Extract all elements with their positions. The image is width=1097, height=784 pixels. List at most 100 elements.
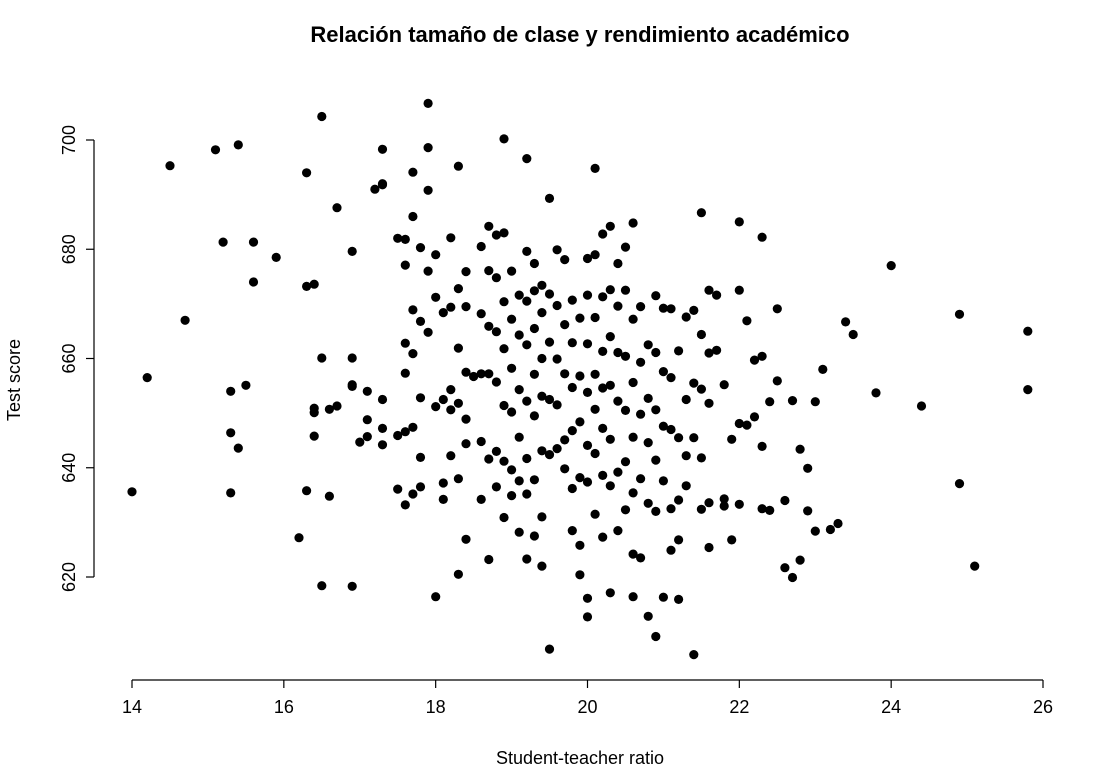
data-point [537,446,547,456]
data-point [529,475,540,485]
data-point [529,323,540,334]
data-point [446,233,456,243]
x-tick-label: 16 [274,697,294,717]
data-point [127,487,137,497]
y-tick-label: 700 [59,125,79,155]
data-point [734,217,744,227]
data-point [309,408,319,418]
data-point [408,305,418,315]
data-point [377,180,388,190]
data-point [294,533,304,543]
data-point [469,371,479,382]
data-point [499,400,509,411]
data-point [598,383,608,393]
data-point [491,377,501,387]
data-point [674,495,684,505]
data-point [742,420,752,430]
data-point [415,316,426,326]
data-point [507,465,517,475]
data-point [423,98,433,108]
data-point [651,347,661,358]
data-point [377,394,388,405]
data-point [529,411,540,421]
data-point [613,258,623,269]
data-point [552,444,562,454]
data-point [689,378,699,388]
data-point [438,478,448,488]
data-point [795,555,805,565]
data-point [393,484,403,494]
data-point [400,500,410,510]
data-point [514,476,524,486]
data-point [636,474,646,484]
data-point [332,401,342,411]
data-point [461,534,471,544]
data-point [302,168,312,178]
data-point [529,286,540,296]
data-point [514,432,524,442]
data-point [499,512,509,523]
data-point [689,305,699,315]
data-point [446,451,456,461]
y-tick-label: 640 [59,453,79,483]
data-point [696,453,707,463]
data-point [780,563,790,573]
data-point [514,290,524,300]
data-point [575,371,585,381]
data-point [415,393,426,403]
data-point [484,454,494,464]
data-point [567,338,577,348]
data-point [575,417,585,427]
data-point [226,428,236,438]
data-point [347,381,357,391]
data-point [431,592,441,602]
data-point [408,167,418,177]
data-point [567,382,577,393]
data-points [127,98,1033,660]
data-point [666,424,676,435]
data-point [484,321,494,331]
data-point [355,437,365,447]
data-point [400,260,410,270]
data-point [484,554,494,565]
data-point [507,266,517,276]
data-point [438,394,448,405]
data-point [393,430,403,441]
data-point [582,477,593,487]
data-point [423,327,433,337]
data-point [689,433,699,443]
data-point [514,330,524,340]
data-point [643,611,653,621]
data-point [954,309,965,319]
data-point [734,499,744,509]
data-point [347,581,357,591]
data-point [491,482,501,492]
data-point [749,412,760,422]
data-point [377,144,388,154]
data-point [590,448,600,459]
data-point [408,422,418,432]
data-point [499,134,509,144]
data-point [393,233,403,243]
data-point [636,553,646,563]
y-axis: 620 640 660 680 700 [59,125,95,592]
data-point [970,561,980,571]
data-point [810,526,820,536]
data-point [734,285,744,295]
data-point [605,285,615,295]
data-point [727,535,737,545]
data-point [886,261,896,271]
data-point [499,456,509,466]
data-point [499,344,509,354]
data-point [658,367,669,377]
y-tick-label: 620 [59,562,79,592]
data-point [582,612,593,622]
data-point [757,504,767,514]
data-point [271,252,281,262]
data-point [734,418,744,429]
data-point [431,292,441,302]
data-point [476,494,486,504]
data-point [689,650,699,660]
data-point [575,540,585,550]
data-point [165,161,175,171]
